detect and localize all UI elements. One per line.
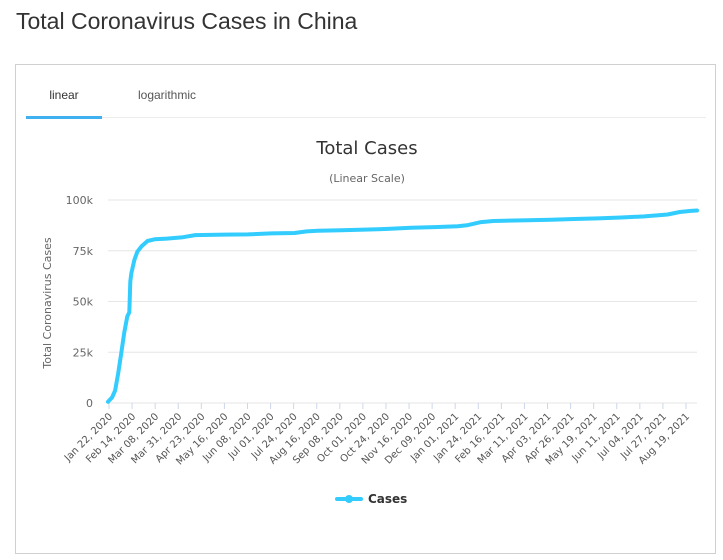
y-tick-label: 25k (73, 346, 94, 359)
scale-tabs: linear logarithmic (26, 65, 706, 119)
tab-linear[interactable]: linear (26, 65, 102, 119)
tab-logarithmic[interactable]: logarithmic (137, 88, 197, 102)
chart-panel: linear logarithmic Total Cases (Linear S… (15, 64, 716, 554)
series-line-cases (106, 208, 699, 404)
y-tick-label: 0 (86, 397, 93, 410)
y-tick-labels: 0 25k 50k 75k 100k (66, 194, 94, 410)
chart-title: Total Cases (315, 138, 417, 159)
page-title: Total Coronavirus Cases in China (16, 8, 358, 34)
y-tick-label: 50k (73, 296, 94, 309)
legend-marker (345, 495, 353, 503)
series-layer (106, 208, 699, 404)
y-tick-label: 100k (66, 194, 94, 207)
legend-label-cases[interactable]: Cases (368, 492, 407, 506)
legend[interactable]: Cases (335, 492, 407, 506)
chart-subtitle: (Linear Scale) (329, 172, 405, 185)
y-tick-label: 75k (73, 245, 94, 258)
cases-line-chart: Total Cases (Linear Scale) Total Coronav… (41, 138, 699, 506)
grid-lines (108, 199, 697, 404)
y-axis-label: Total Coronavirus Cases (41, 237, 54, 370)
